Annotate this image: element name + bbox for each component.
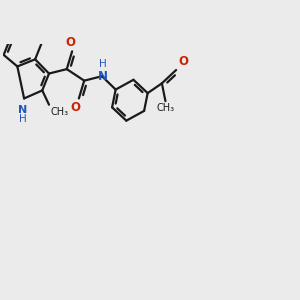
Text: N: N	[98, 70, 107, 83]
Text: O: O	[65, 36, 75, 49]
Text: O: O	[70, 101, 80, 114]
Text: H: H	[99, 59, 106, 69]
Text: N: N	[18, 105, 27, 115]
Text: CH₃: CH₃	[156, 103, 175, 113]
Text: O: O	[178, 55, 188, 68]
Text: H: H	[19, 114, 26, 124]
Text: CH₃: CH₃	[50, 107, 68, 117]
